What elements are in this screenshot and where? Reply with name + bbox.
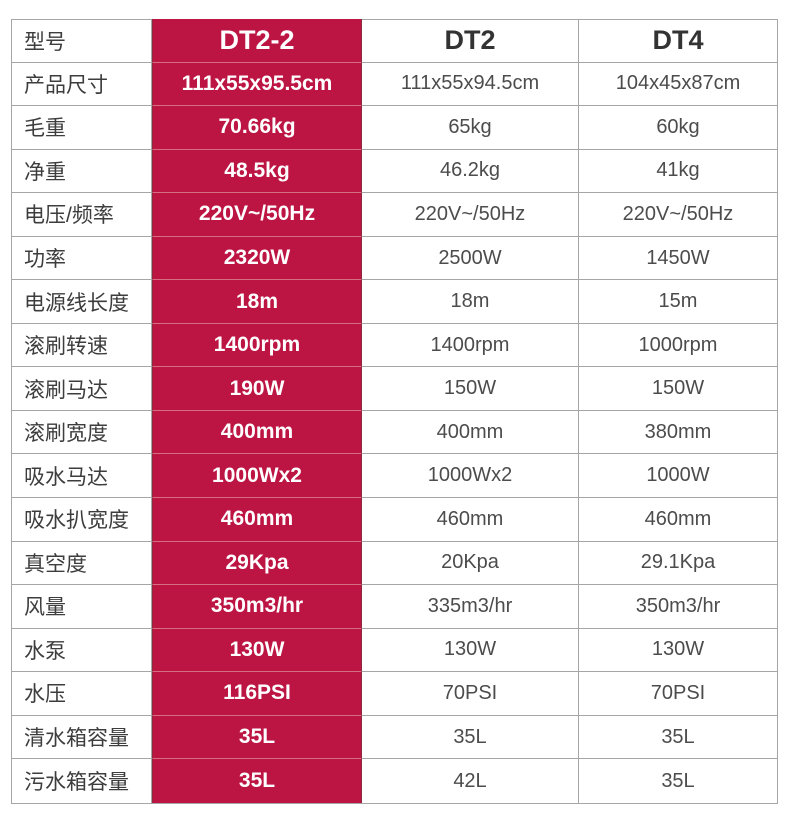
spec-value-dt4: 104x45x87cm [579, 63, 777, 107]
spec-value-dt2-2: 116PSI [152, 672, 362, 716]
spec-value-dt2-2: 220V~/50Hz [152, 193, 362, 237]
spec-value-dt2-2: 460mm [152, 498, 362, 542]
spec-value-dt2-2: 18m [152, 280, 362, 324]
spec-value-dt4: 60kg [579, 106, 777, 150]
spec-value-dt2-2: 35L [152, 715, 362, 760]
spec-value-dt2-2: 1400rpm [152, 323, 362, 368]
spec-value-dt2: 35L [362, 715, 579, 760]
spec-value-dt2-2: 1000Wx2 [152, 454, 362, 499]
spec-label: 吸水扒宽度 [12, 498, 152, 542]
spec-label: 真空度 [12, 541, 152, 586]
spec-value-dt2-2: 48.5kg [152, 149, 362, 194]
column-header-dt2-2: DT2-2 [152, 19, 362, 63]
spec-label: 水压 [12, 672, 152, 716]
spec-label: 产品尺寸 [12, 62, 152, 107]
spec-value-dt2: 1000Wx2 [362, 454, 579, 499]
column-header-dt2: DT2 [362, 19, 579, 63]
spec-label: 毛重 [12, 106, 152, 150]
spec-value-dt4: 130W [579, 629, 777, 673]
spec-label: 电压/频率 [12, 193, 152, 237]
spec-comparison-table: 型号 DT2-2 DT2 DT4 产品尺寸 111x55x95.5cm 111x… [11, 19, 778, 804]
spec-value-dt2-2: 2320W [152, 236, 362, 281]
spec-label: 滚刷马达 [12, 367, 152, 411]
spec-value-dt4: 29.1Kpa [579, 542, 777, 586]
spec-value-dt4: 150W [579, 367, 777, 411]
spec-value-dt2-2: 190W [152, 367, 362, 411]
spec-value-dt4: 1450W [579, 237, 777, 281]
spec-value-dt4: 15m [579, 280, 777, 324]
spec-label: 电源线长度 [12, 280, 152, 324]
spec-value-dt2: 46.2kg [362, 149, 579, 194]
spec-value-dt2-2: 35L [152, 759, 362, 803]
spec-value-dt2: 220V~/50Hz [362, 193, 579, 237]
corner-header-model: 型号 [12, 19, 152, 63]
spec-value-dt2: 42L [362, 759, 579, 803]
spec-label: 净重 [12, 149, 152, 194]
spec-value-dt2: 70PSI [362, 672, 579, 716]
spec-value-dt2: 18m [362, 280, 579, 324]
spec-value-dt2: 1400rpm [362, 323, 579, 368]
spec-value-dt4: 350m3/hr [579, 585, 777, 629]
spec-label: 滚刷宽度 [12, 410, 152, 455]
spec-label: 功率 [12, 236, 152, 281]
spec-value-dt2: 2500W [362, 236, 579, 281]
spec-value-dt4: 35L [579, 716, 777, 760]
spec-value-dt4: 41kg [579, 150, 777, 194]
spec-value-dt2-2: 70.66kg [152, 106, 362, 150]
spec-label: 污水箱容量 [12, 759, 152, 803]
spec-value-dt2: 400mm [362, 410, 579, 455]
spec-value-dt2-2: 111x55x95.5cm [152, 62, 362, 107]
spec-value-dt4: 1000W [579, 454, 777, 499]
spec-value-dt4: 380mm [579, 411, 777, 455]
spec-value-dt4: 35L [661, 769, 695, 792]
spec-value-dt4: 70PSI [579, 672, 777, 716]
spec-value-dt2: 460mm [362, 498, 579, 542]
spec-value-dt2: 65kg [362, 106, 579, 150]
spec-value-dt2-2: 350m3/hr [152, 585, 362, 629]
spec-label: 水泵 [12, 628, 152, 673]
spec-value-dt2-2: 130W [152, 628, 362, 673]
spec-label: 吸水马达 [12, 454, 152, 499]
spec-value-dt4: 1000rpm [579, 324, 777, 368]
spec-value-dt2: 130W [362, 628, 579, 673]
spec-label: 风量 [12, 585, 152, 629]
spec-value-dt2-2: 400mm [152, 410, 362, 455]
spec-label: 滚刷转速 [12, 323, 152, 368]
column-header-dt4: DT4 [579, 19, 777, 63]
spec-value-dt2: 20Kpa [362, 541, 579, 586]
spec-value-dt2: 111x55x94.5cm [362, 62, 579, 107]
spec-value-dt2-2: 29Kpa [152, 541, 362, 586]
spec-value-dt2: 335m3/hr [362, 585, 579, 629]
spec-value-dt2: 150W [362, 367, 579, 411]
spec-label: 清水箱容量 [12, 715, 152, 760]
spec-value-dt4: 220V~/50Hz [579, 193, 777, 237]
spec-value-dt4: 460mm [579, 498, 777, 542]
